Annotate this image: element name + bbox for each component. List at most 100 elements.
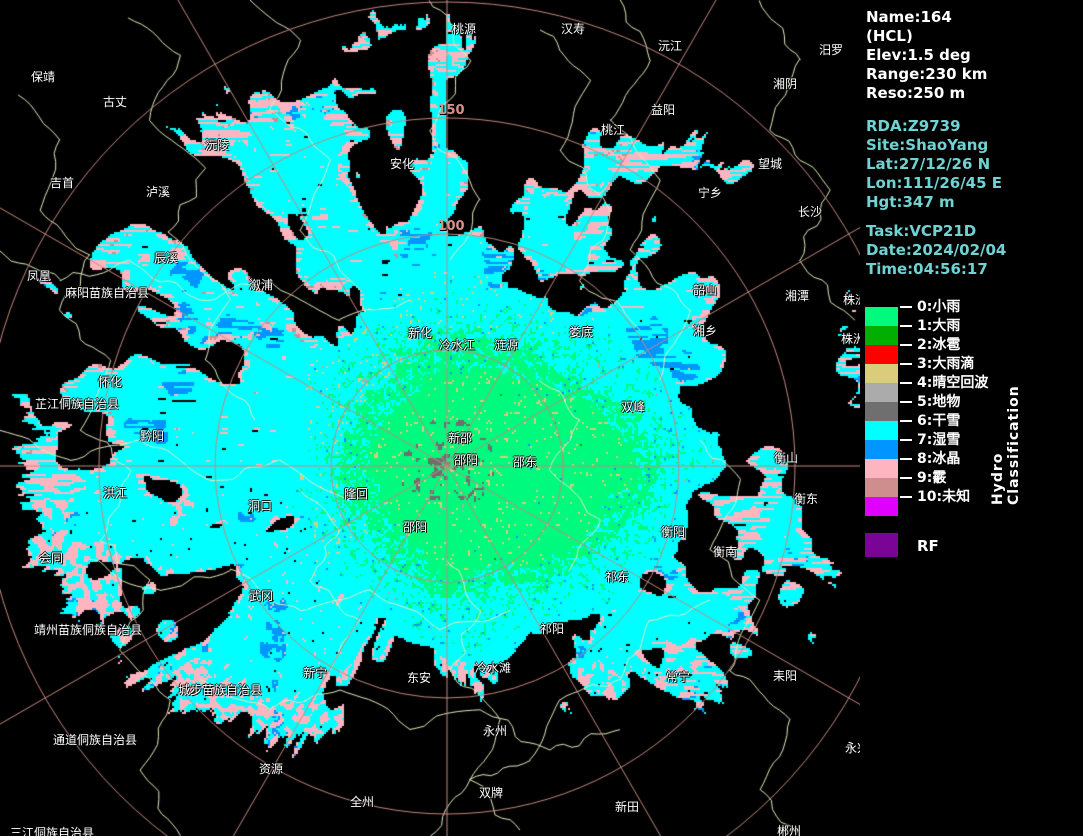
legend-label: 5:地物 — [917, 394, 961, 410]
ring-distance-label: 100 — [437, 219, 465, 234]
map-label: 新宁 — [302, 666, 328, 680]
info-sidebar: Name:164 (HCL) Elev:1.5 deg Range:230 km Res… — [860, 0, 1083, 836]
map-label: 洞口 — [247, 499, 273, 513]
product-info-line: Elev:1.5 deg — [866, 46, 971, 64]
map-label: 邵阳 — [453, 453, 479, 467]
station-info-line: Site:ShaoYang — [866, 136, 989, 154]
legend-label: 4:晴空回波 — [917, 375, 989, 391]
legend-tick — [900, 420, 912, 422]
product-info-block: Name:164 (HCL) Elev:1.5 deg Range:230 km Res… — [866, 8, 987, 103]
legend-tick — [900, 344, 912, 346]
map-label: 武冈 — [248, 589, 274, 603]
map-label: 汉寿 — [560, 22, 586, 36]
map-label: 古丈 — [102, 95, 128, 109]
legend-tick — [900, 382, 912, 384]
legend-label: 10:未知 — [917, 489, 971, 505]
station-info-line: RDA:Z9739 — [866, 117, 961, 135]
map-label: 望城 — [757, 157, 783, 171]
map-label: 黔阳 — [139, 429, 165, 443]
map-label: 湘阴 — [772, 77, 798, 91]
map-label: 城步苗族自治县 — [177, 683, 263, 697]
legend-label: 8:冰晶 — [917, 451, 961, 467]
legend-swatch — [865, 383, 898, 402]
map-label: 芷江侗族自治县 — [34, 397, 120, 411]
map-label: 双牌 — [478, 786, 504, 800]
legend-swatch — [865, 402, 898, 421]
map-label: 邵东 — [512, 455, 538, 469]
product-info-line: Reso:250 m — [866, 84, 966, 102]
map-label: 永州 — [482, 724, 508, 738]
map-label: 新田 — [614, 800, 640, 814]
map-label: 湘潭 — [784, 289, 810, 303]
station-info-line: Lon:111/26/45 E — [866, 174, 1003, 192]
legend-swatch — [865, 364, 898, 383]
station-info-line: Lat:27/12/26 N — [866, 155, 991, 173]
legend-title: Hydro Classification — [990, 385, 1022, 505]
map-label: 郴州 — [776, 824, 802, 836]
task-info-line: Task:VCP21D — [866, 222, 977, 240]
map-label: 株洲 — [840, 332, 860, 346]
map-label: 双峰 — [620, 400, 646, 414]
legend-rf-swatch — [865, 533, 898, 557]
map-label: 保靖 — [30, 70, 56, 84]
map-label: 常宁 — [665, 670, 691, 684]
legend-label: 6:干雪 — [917, 413, 961, 429]
legend-label: 3:大雨滴 — [917, 356, 975, 372]
map-label: 长沙 — [797, 205, 823, 219]
task-info-line: Time:04:56:17 — [866, 260, 988, 278]
map-label: 洪江 — [102, 486, 128, 500]
task-info-block: Task:VCP21D Date:2024/02/04 Time:04:56:17 — [866, 222, 1006, 279]
map-label: 沅江 — [657, 39, 683, 53]
map-label: 溆浦 — [248, 278, 274, 292]
map-label: 冷水滩 — [474, 661, 512, 675]
legend-tick — [900, 458, 912, 460]
product-info-line: Range:230 km — [866, 65, 988, 83]
product-info-line: (HCL) — [866, 27, 913, 45]
map-label: 永兴 — [844, 741, 860, 755]
legend-swatch — [865, 345, 898, 364]
map-label: 辰溪 — [153, 251, 179, 265]
map-label: 涟源 — [493, 338, 519, 352]
product-info-line: Name:164 — [866, 8, 952, 26]
legend-swatch — [865, 497, 898, 516]
map-label: 沅陵 — [204, 138, 230, 152]
map-label: 泸溪 — [145, 185, 171, 199]
legend-label: 7:湿雪 — [917, 432, 961, 448]
radar-echo-canvas — [0, 0, 860, 836]
map-label: 三江侗族自治县 — [9, 826, 95, 836]
legend-swatch — [865, 326, 898, 345]
legend-tick — [900, 363, 912, 365]
map-label: 新化 — [407, 326, 433, 340]
map-label: 安化 — [389, 157, 415, 171]
legend-swatch — [865, 307, 898, 326]
map-label: 怀化 — [97, 375, 123, 389]
map-label: 宁乡 — [697, 186, 723, 200]
legend-tick — [900, 306, 912, 308]
map-label: 新邵 — [447, 431, 473, 445]
map-label: 祁阳 — [539, 622, 565, 636]
legend-tick — [900, 439, 912, 441]
map-label: 祁东 — [604, 570, 630, 584]
map-label: 桃江 — [600, 123, 626, 137]
station-info-block: RDA:Z9739 Site:ShaoYang Lat:27/12/26 N Lon:… — [866, 117, 1002, 212]
task-info-line: Date:2024/02/04 — [866, 241, 1007, 259]
legend-swatch — [865, 440, 898, 459]
legend-rf-label: RF — [917, 537, 939, 555]
radar-map-view[interactable]: 150 100 保靖 古丈 桃源 汉寿 沅江 汨罗 湘阴 益阳 桃江 望城 宁乡 长沙 沅陵 安化 吉首 泸溪辰… — [0, 0, 860, 836]
map-label: 益阳 — [650, 103, 676, 117]
map-label: 通道侗族自治县 — [52, 733, 138, 747]
map-label: 衡阳 — [660, 525, 686, 539]
map-label: 韶山 — [692, 283, 718, 297]
map-label: 汨罗 — [818, 43, 844, 57]
map-label: 衡山 — [773, 451, 799, 465]
map-label: 资源 — [258, 762, 284, 776]
map-label: 娄底 — [568, 325, 594, 339]
legend-label: 0:小雨 — [917, 299, 961, 315]
legend-tick — [900, 325, 912, 327]
legend-tick — [900, 496, 912, 498]
map-label: 会同 — [38, 551, 64, 565]
station-info-line: Hgt:347 m — [866, 193, 955, 211]
map-label: 湘乡 — [692, 324, 718, 338]
map-label: 邵阳 — [402, 520, 428, 534]
